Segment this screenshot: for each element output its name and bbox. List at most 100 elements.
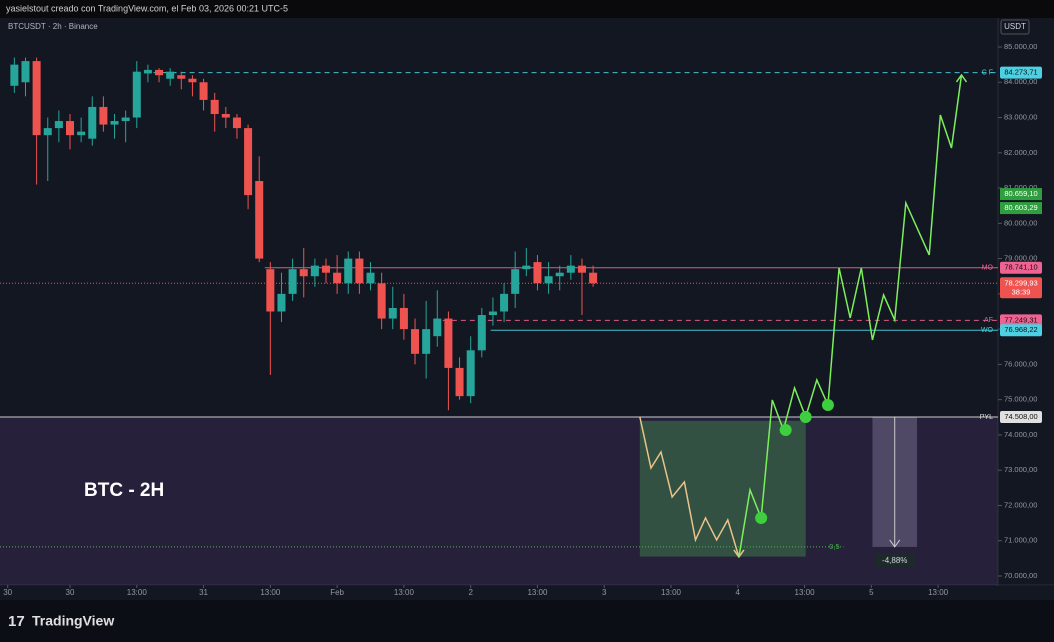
level-name: AF xyxy=(984,317,993,324)
y-tick-label: 82.000,00 xyxy=(1004,148,1037,157)
time-axis-bg xyxy=(0,586,1054,600)
y-tick-label: 70.000,00 xyxy=(1004,571,1037,580)
fib-label: 0,5 xyxy=(829,542,839,551)
candle-body xyxy=(488,311,497,316)
header-text: yasielstout creado con TradingView.com, … xyxy=(6,3,288,13)
candle-body xyxy=(277,293,286,312)
y-tick-label: 85.000,00 xyxy=(1004,42,1037,51)
candle-body xyxy=(433,318,442,337)
range-box xyxy=(639,420,806,557)
y-tick-label: 80.000,00 xyxy=(1004,218,1037,227)
projection xyxy=(738,74,963,558)
y-tick-label: 73.000,00 xyxy=(1004,465,1037,474)
measure-label: -4,88% xyxy=(882,556,907,565)
candle-body xyxy=(143,69,152,74)
x-tick-label: 13:00 xyxy=(394,588,415,597)
candle-body xyxy=(344,258,353,284)
price-tag-bg xyxy=(1000,202,1042,215)
candle-body xyxy=(110,121,119,125)
candle-body xyxy=(132,71,141,118)
price-tag-bg xyxy=(1000,314,1042,327)
price-tag: 84.273,71 xyxy=(1004,68,1037,77)
currency: USDT xyxy=(1004,22,1026,31)
candle-body xyxy=(355,258,364,284)
candle-body xyxy=(566,265,575,273)
level-name: WO xyxy=(981,327,994,334)
header-bar xyxy=(0,0,1054,18)
currency-box xyxy=(1000,19,1030,35)
projection xyxy=(639,416,740,558)
x-tick-label: 30 xyxy=(66,588,75,597)
candle-body xyxy=(455,367,464,397)
candle-body xyxy=(155,69,164,76)
measure-arrowhead xyxy=(889,539,901,548)
entry-point xyxy=(779,423,792,436)
y-tick-label: 75.000,00 xyxy=(1004,395,1037,404)
price-tag: 80.659,10 xyxy=(1004,189,1037,198)
price-tag: 74.508,00 xyxy=(1004,412,1037,421)
level-name: PYL xyxy=(980,414,993,421)
price-tag-bg xyxy=(1000,411,1042,424)
footer: 17 TradingView xyxy=(8,613,114,630)
candle-body xyxy=(577,265,586,273)
logo: 17 xyxy=(8,613,25,630)
entry-point xyxy=(799,411,812,424)
level-name: MO xyxy=(982,265,994,272)
entry-point xyxy=(821,398,834,411)
level-name: C F xyxy=(982,69,993,76)
candle-body xyxy=(399,307,408,330)
y-tick-label: 76.000,00 xyxy=(1004,359,1037,368)
candle-body xyxy=(477,315,486,351)
price-tag-bg xyxy=(1000,188,1042,201)
x-tick-label: 13:00 xyxy=(795,588,816,597)
countdown: 38:39 xyxy=(1012,287,1031,296)
price-tag: 76.968,22 xyxy=(1004,325,1037,334)
candle-body xyxy=(310,265,319,277)
candle-body xyxy=(377,283,386,319)
y-tick-label: 72.000,00 xyxy=(1004,500,1037,509)
candle-body xyxy=(589,272,598,284)
x-tick-label: 31 xyxy=(199,588,208,597)
candle-body xyxy=(65,121,75,136)
x-tick-label: 2 xyxy=(468,588,473,597)
price-tag-bg xyxy=(1000,324,1042,337)
y-tick-label: 74.000,00 xyxy=(1004,430,1037,439)
candle-body xyxy=(511,269,520,294)
x-tick-label: 5 xyxy=(869,588,874,597)
candle-body xyxy=(43,128,52,136)
y-tick-label: 83.000,00 xyxy=(1004,113,1037,122)
price-tag-bg xyxy=(1000,261,1042,274)
x-tick-label: 13:00 xyxy=(127,588,148,597)
zone xyxy=(0,417,998,585)
entry-point xyxy=(755,511,768,524)
candle-body xyxy=(210,99,219,114)
candle-body xyxy=(188,78,197,83)
candle-body xyxy=(321,265,330,273)
candle-body xyxy=(54,121,63,129)
plot-bg xyxy=(0,18,998,585)
price-axis-bg xyxy=(998,18,1054,585)
y-tick-label: 84.000,00 xyxy=(1004,77,1037,86)
candle-body xyxy=(221,113,230,118)
candle-body xyxy=(232,117,241,129)
chart-title: BTCUSDT · 2h · Binance xyxy=(8,22,98,31)
candle-body xyxy=(555,272,564,277)
candle-body xyxy=(199,82,208,100)
candle-body xyxy=(32,61,41,136)
candle-body xyxy=(444,318,453,368)
candle-body xyxy=(522,265,531,270)
candle-body xyxy=(533,262,542,284)
measure-label-bg xyxy=(874,553,915,567)
candle-body xyxy=(244,128,253,196)
candle-body xyxy=(544,276,553,284)
x-tick-label: 3 xyxy=(602,588,607,597)
candle-body xyxy=(77,131,86,136)
arrowhead xyxy=(955,73,968,83)
candle-body xyxy=(366,272,375,284)
x-tick-label: 4 xyxy=(736,588,741,597)
candle-body xyxy=(88,106,97,139)
price-tag: 80.603,29 xyxy=(1004,203,1037,212)
candle-body xyxy=(121,117,130,122)
